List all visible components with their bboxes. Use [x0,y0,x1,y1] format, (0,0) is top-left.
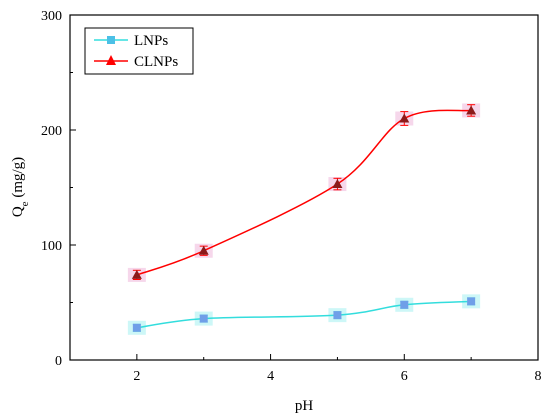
x-tick-label: 2 [133,369,140,384]
data-point [467,297,476,306]
y-tick-label: 300 [41,9,62,24]
x-tick-label: 8 [535,369,542,384]
x-axis-title: pH [295,398,314,414]
data-point [131,269,142,279]
data-point [400,300,409,309]
y-axis-title-main: Q [10,206,26,217]
series-clnps [127,103,481,282]
data-point [198,245,209,255]
legend-label-clnps: CLNPs [134,54,178,70]
series-line [136,300,472,329]
legend-marker-lnps [107,36,115,44]
series-layer [127,103,481,335]
legend-box [84,27,194,75]
data-point [199,314,208,323]
series-line [136,109,472,276]
y-tick-label: 0 [55,354,62,369]
legend-label-lnps: LNPs [134,33,168,49]
legend: LNPs CLNPs [84,27,194,75]
y-axis-title-unit: (mg/g) [10,157,26,202]
legend-marker-clnps [106,55,116,65]
y-tick-label: 100 [41,239,62,254]
y-tick-label: 200 [41,124,62,139]
y-axis-title: Qe (mg/g) [10,157,31,217]
data-point [399,113,410,123]
x-axis: 2 4 6 8 [69,354,542,384]
data-point [332,179,343,189]
data-point [132,323,141,332]
series-lnps [127,294,481,335]
y-axis-title-subscript: e [19,201,31,206]
x-tick-label: 4 [267,369,274,384]
x-tick-label: 6 [401,369,408,384]
data-point [466,105,477,115]
y-axis: 0 100 200 300 [41,9,76,369]
data-point [333,311,342,320]
